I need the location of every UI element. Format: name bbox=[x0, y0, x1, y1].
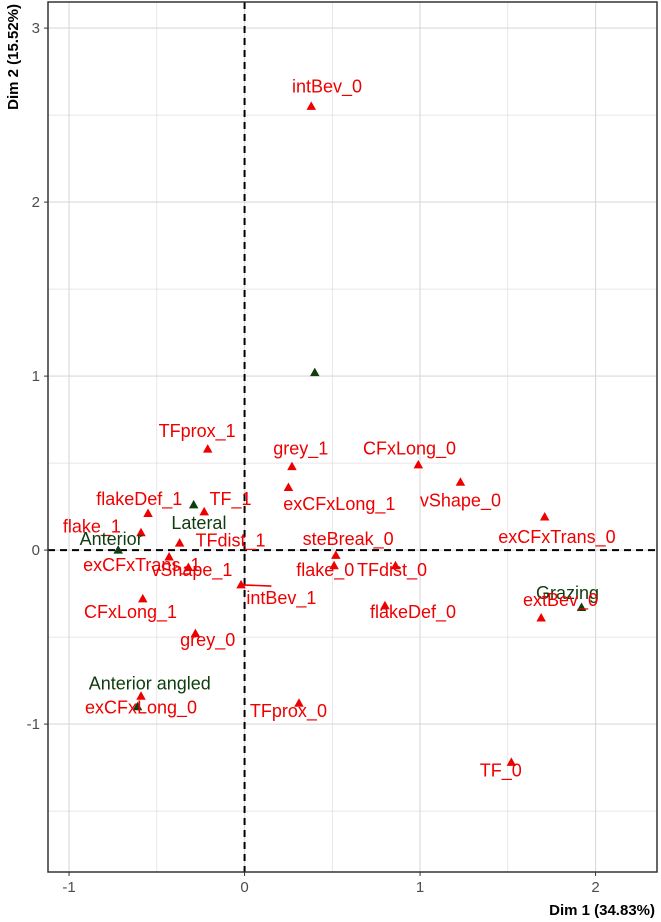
variable-label: flake_0 bbox=[296, 560, 354, 581]
variable-label: TFdist_0 bbox=[357, 560, 427, 581]
variable-label: TF_0 bbox=[480, 760, 522, 781]
variable-label: CFxLong_1 bbox=[84, 602, 177, 623]
variable-point bbox=[283, 482, 294, 491]
variable-label: intBev_1 bbox=[246, 588, 316, 609]
variable-label: exCFxTrans_0 bbox=[498, 527, 615, 548]
supplementary-label: Anterior angled bbox=[89, 673, 211, 693]
x-tick-label: 1 bbox=[416, 879, 424, 896]
x-tick-label: 2 bbox=[591, 879, 599, 896]
y-tick-label: 1 bbox=[32, 368, 40, 385]
variable-point bbox=[143, 508, 153, 518]
y-tick-label: 3 bbox=[32, 20, 40, 37]
variable-label: exCFxTrans_1 bbox=[83, 555, 200, 576]
variable-label: grey_0 bbox=[180, 630, 235, 651]
y-tick-label: -1 bbox=[27, 716, 40, 733]
variable-label: TFdist_1 bbox=[196, 531, 266, 552]
variable-point bbox=[174, 538, 185, 547]
variable-point bbox=[199, 506, 209, 516]
supplementary-label: Grazing bbox=[536, 583, 599, 603]
variable-point bbox=[236, 579, 246, 589]
variable-point bbox=[294, 698, 304, 707]
supplementary-label: Anterior bbox=[80, 529, 143, 549]
variable-label: vShape_1 bbox=[151, 560, 232, 581]
x-axis-title: Dim 1 (34.83%) bbox=[549, 902, 655, 919]
variable-point bbox=[455, 477, 466, 486]
supplementary-point bbox=[188, 499, 199, 509]
variable-point bbox=[136, 527, 146, 537]
x-tick-label: 0 bbox=[240, 879, 248, 896]
variable-label: exCFxLong_1 bbox=[283, 494, 395, 515]
variable-point bbox=[136, 691, 146, 700]
variable-point bbox=[329, 560, 339, 570]
variable-label: CFxLong_0 bbox=[363, 438, 456, 459]
label-leader-line bbox=[241, 584, 272, 587]
panel-border bbox=[47, 1, 658, 873]
y-axis-title: Dim 2 (15.52%) bbox=[5, 4, 22, 110]
variable-label: steBreak_0 bbox=[303, 529, 394, 550]
variable-label: vShape_0 bbox=[420, 491, 501, 512]
supplementary-point bbox=[310, 367, 320, 377]
variable-label: intBev_0 bbox=[292, 76, 362, 97]
variable-label: extBev_0 bbox=[523, 590, 598, 611]
variable-point bbox=[190, 628, 201, 638]
variable-label: TFprox_0 bbox=[250, 701, 327, 722]
variable-point bbox=[164, 552, 174, 561]
variable-point bbox=[536, 612, 546, 622]
variable-label: flakeDef_0 bbox=[370, 602, 456, 623]
reference-lines bbox=[48, 2, 657, 872]
variable-label: exCFxLong_0 bbox=[85, 698, 197, 719]
variable-point bbox=[413, 459, 424, 469]
supplementary-point bbox=[576, 602, 587, 612]
variable-label: TF_1 bbox=[210, 489, 252, 510]
variable-point bbox=[331, 550, 341, 559]
data-points bbox=[113, 101, 587, 766]
variable-label: TFprox_1 bbox=[159, 421, 236, 442]
y-tick-label: 2 bbox=[32, 194, 40, 211]
variable-label: flake_1 bbox=[63, 517, 121, 538]
variable-point bbox=[306, 101, 317, 110]
variable-label: grey_1 bbox=[273, 438, 328, 459]
variable-point bbox=[380, 600, 390, 610]
supplementary-point bbox=[113, 545, 123, 554]
grid bbox=[48, 2, 657, 872]
axis-ticks: -1 0 1 2 -1 0 1 2 3 bbox=[27, 20, 600, 896]
variable-label: flakeDef_1 bbox=[96, 489, 182, 510]
variable-point bbox=[138, 593, 148, 603]
variable-point bbox=[539, 512, 550, 521]
variable-point bbox=[287, 461, 297, 471]
variable-point bbox=[506, 757, 517, 766]
variable-point bbox=[390, 560, 401, 570]
supplementary-point bbox=[132, 701, 143, 711]
x-tick-label: -1 bbox=[62, 879, 75, 896]
supplementary-label: Lateral bbox=[171, 513, 226, 533]
variable-point bbox=[202, 444, 213, 453]
y-tick-label: 0 bbox=[32, 542, 40, 559]
variable-point bbox=[183, 562, 194, 571]
